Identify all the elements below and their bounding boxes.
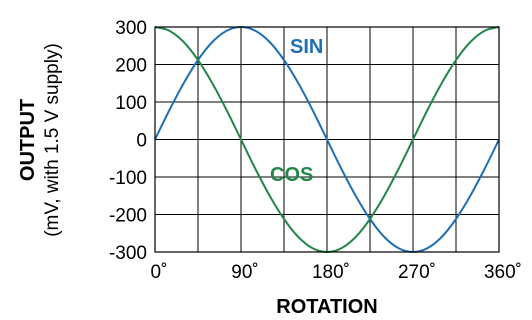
x-axis-title: ROTATION [276, 296, 377, 318]
series-label-cos: COS [270, 164, 313, 186]
series-line-sin [154, 25, 500, 254]
y-tick-label: -200 [109, 206, 147, 227]
x-tick-label: 0˚ [151, 262, 168, 283]
x-tick-label: 270˚ [398, 262, 436, 283]
series-label-sin: SIN [290, 36, 323, 58]
plot-frame [154, 26, 500, 253]
y-axis-subtitle: (mV, with 1.5 V supply) [42, 43, 63, 237]
y-axis-title: OUTPUT [17, 99, 39, 181]
y-tick-label: 200 [115, 56, 147, 77]
y-tick-labels: 300 200 100 0 -100 -200 -300 [109, 18, 147, 264]
x-tick-label: 180˚ [312, 262, 350, 283]
y-tick-label: -300 [109, 243, 147, 264]
x-tick-label: 90˚ [231, 262, 258, 283]
y-tick-label: -100 [109, 168, 147, 189]
y-tick-label: 0 [136, 131, 147, 152]
x-tick-label: 360˚ [484, 262, 522, 283]
y-tick-label: 100 [115, 93, 147, 114]
x-tick-labels: 0˚ 90˚ 180˚ 270˚ 360˚ [151, 262, 522, 283]
y-tick-label: 300 [115, 18, 147, 39]
